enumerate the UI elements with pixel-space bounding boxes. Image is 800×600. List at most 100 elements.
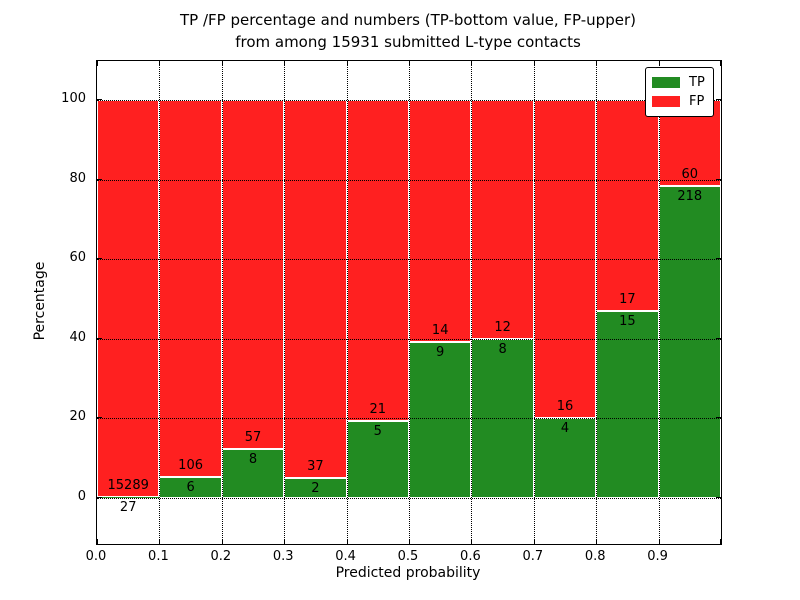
y-axis-label: Percentage [32, 261, 48, 341]
y-tick-label: 100 [61, 91, 86, 106]
fp-count-label: 37 [307, 458, 324, 474]
y-tick-mark [716, 417, 721, 419]
y-tick-mark [716, 497, 721, 498]
tp-bar-segment [346, 421, 409, 498]
x-tick-mark [533, 61, 535, 66]
fp-bar-segment [346, 100, 409, 422]
tp-count-label: 6 [186, 479, 195, 495]
y-tick-mark [97, 258, 102, 260]
gridline-vertical [346, 61, 348, 544]
plot-canvas: 15289 27 106 6 57 8 37 2 21 5 14 9 12 8 16 4 17 15 60 218 [97, 61, 721, 544]
tp-bar-segment [596, 311, 659, 498]
tp-bar-segment [97, 497, 160, 498]
y-tick-mark [97, 497, 102, 498]
fp-bar-segment [471, 100, 534, 339]
x-tick-mark [97, 539, 98, 544]
y-tick-label: 0 [77, 489, 86, 504]
tp-count-label: 15 [619, 314, 636, 330]
fp-bar-segment [221, 100, 285, 449]
tp-bar-segment [658, 185, 721, 498]
fp-bar-segment [596, 100, 659, 312]
x-tick-mark [720, 539, 721, 544]
gridline-vertical [533, 61, 535, 544]
x-tick-label: 0.4 [335, 549, 356, 564]
fp-count-label: 57 [244, 430, 262, 445]
gridline-vertical [409, 61, 410, 544]
x-tick-label: 0.7 [522, 549, 544, 564]
tp-legend-swatch [652, 77, 680, 88]
tp-count-label: 8 [498, 341, 507, 357]
x-tick-mark [658, 61, 660, 66]
y-tick-label: 80 [69, 170, 86, 186]
tp-count-label: 218 [677, 188, 703, 204]
gridline-vertical [471, 61, 473, 544]
fp-count-label: 14 [431, 323, 449, 339]
gridline-vertical [159, 61, 161, 544]
x-tick-mark [284, 539, 286, 544]
x-tick-label: 0.2 [210, 549, 232, 564]
chart-title-line2: from among 15931 submitted L-type contac… [235, 33, 581, 51]
x-tick-label: 0.8 [584, 549, 606, 564]
fp-count-label: 12 [494, 319, 511, 335]
legend-item-label: FP [689, 94, 705, 109]
x-tick-label: 0.1 [148, 549, 169, 564]
x-tick-mark [346, 61, 348, 66]
x-tick-mark [409, 539, 410, 544]
fp-count-label: 15289 [107, 478, 149, 494]
fp-legend-swatch [652, 96, 680, 107]
fp-bar-segment [159, 100, 222, 477]
chart-title-line1: TP /FP percentage and numbers (TP-bottom… [180, 11, 636, 29]
y-tick-mark [716, 258, 721, 260]
x-tick-mark [658, 539, 660, 544]
x-tick-label: 0.5 [397, 549, 419, 564]
fp-bar-segment [284, 100, 347, 478]
fp-count-label: 21 [369, 402, 387, 418]
x-tick-mark [720, 61, 721, 66]
legend: TP FP [645, 67, 714, 117]
legend-row: TP [652, 73, 707, 92]
gridline-vertical [284, 61, 286, 544]
x-tick-mark [221, 61, 223, 66]
x-tick-mark [471, 61, 473, 66]
tp-count-label: 8 [248, 452, 258, 467]
y-tick-label: 60 [69, 250, 86, 266]
chart-title: TP /FP percentage and numbers (TP-bottom… [96, 9, 720, 53]
tp-bar-segment [409, 342, 472, 498]
gridline-vertical [596, 61, 598, 544]
y-tick-mark [97, 337, 102, 339]
gridline-vertical [221, 61, 223, 544]
x-tick-mark [346, 539, 348, 544]
x-tick-label: 0.6 [460, 549, 481, 564]
tp-count-label: 4 [560, 421, 570, 437]
fp-bar-segment [409, 100, 472, 343]
x-tick-label: 0.0 [85, 549, 107, 564]
fp-count-label: 17 [619, 292, 636, 308]
tp-count-label: 5 [373, 424, 382, 440]
fp-bar-segment [97, 100, 160, 498]
y-tick-label: 40 [69, 329, 86, 345]
x-tick-mark [596, 539, 598, 544]
fp-count-label: 16 [556, 399, 574, 415]
y-tick-mark [97, 417, 102, 419]
tp-bar-segment [221, 449, 285, 498]
tp-count-label: 9 [436, 345, 445, 361]
y-tick-mark [716, 99, 721, 100]
x-tick-mark [159, 539, 161, 544]
x-tick-label: 0.3 [272, 549, 294, 564]
x-tick-mark [471, 539, 473, 544]
tp-count-label: 27 [119, 500, 137, 516]
x-tick-label: 0.9 [647, 549, 668, 564]
legend-item-label: TP [689, 75, 705, 90]
plot-area: 15289 27 106 6 57 8 37 2 21 5 14 9 12 8 16 4 17 15 60 218 [96, 60, 722, 545]
x-tick-mark [221, 539, 223, 544]
tp-bar-segment [533, 418, 597, 498]
y-tick-label: 20 [69, 409, 86, 425]
x-tick-mark [159, 61, 161, 66]
x-tick-mark [409, 61, 410, 66]
y-tick-mark [97, 99, 102, 100]
x-tick-mark [533, 539, 535, 544]
x-tick-mark [284, 61, 286, 66]
x-tick-mark [97, 61, 98, 66]
gridline-vertical [658, 61, 660, 544]
